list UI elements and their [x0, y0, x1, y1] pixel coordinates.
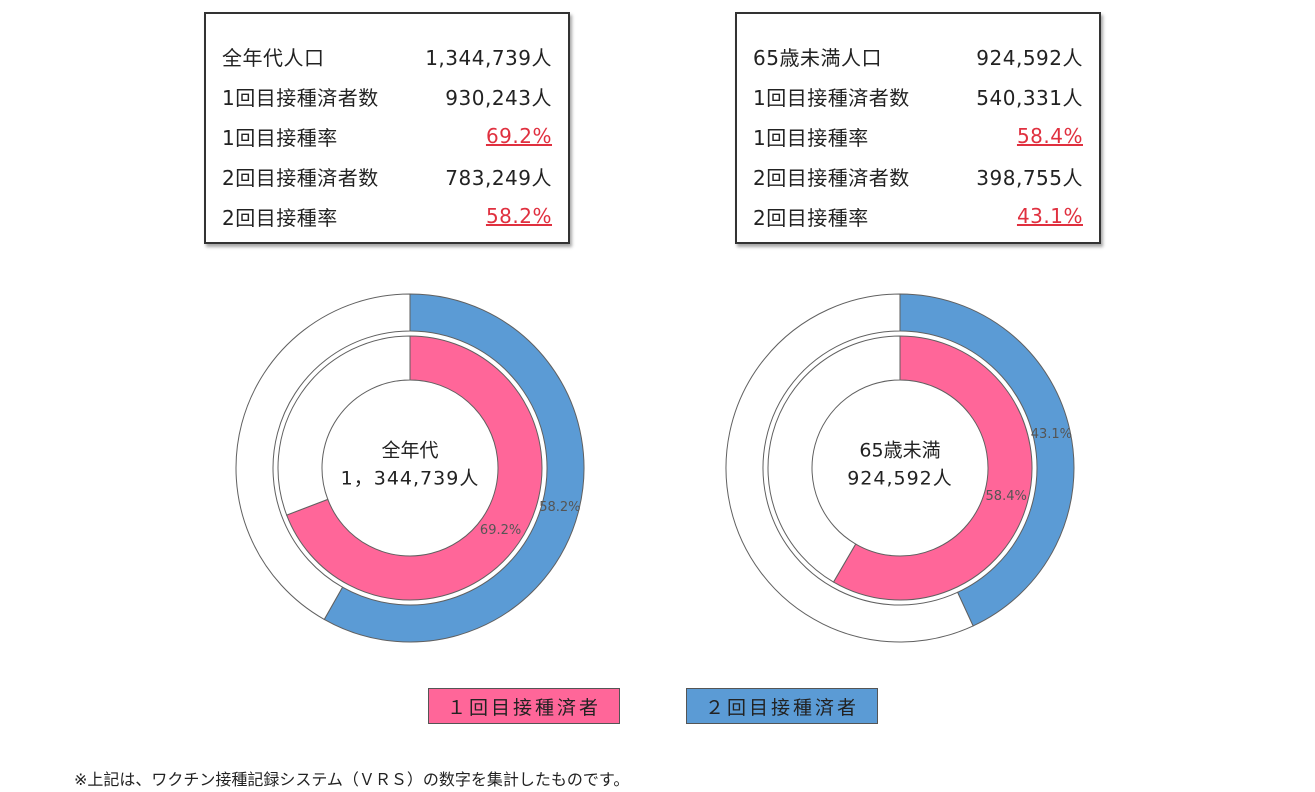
stat-row-first-dose-count: 1回目接種済者数 930,243人	[222, 76, 552, 116]
stat-row-second-dose-count: 2回目接種済者数 398,755人	[753, 156, 1083, 196]
stat-row-second-dose-count: 2回目接種済者数 783,249人	[222, 156, 552, 196]
outer-ring-data-label: 58.2%	[539, 500, 580, 515]
stat-value: 540,331人	[976, 85, 1083, 110]
center-label-population: 1，344,739人	[341, 468, 480, 490]
stat-label: 2回目接種率	[222, 205, 338, 230]
center-label-population: 924,592人	[847, 468, 953, 490]
stat-value: 398,755人	[976, 165, 1083, 190]
inner-ring-remaining-slice	[767, 335, 901, 583]
stat-label: 2回目接種率	[753, 205, 869, 230]
stat-label: 1回目接種率	[222, 125, 338, 150]
center-label-title: 全年代	[381, 440, 438, 462]
legend-label: ２回目接種済者	[704, 696, 859, 719]
stat-label: 1回目接種率	[753, 125, 869, 150]
stat-value: 1,344,739人	[425, 45, 552, 70]
stat-rate-value: 69.2%	[485, 124, 552, 148]
donut-chart-under-65: 43.1% 58.4% 65歳未満 924,592人	[725, 293, 1075, 643]
center-label-title: 65歳未満	[859, 440, 940, 462]
outer-ring-filled-slice	[323, 293, 585, 643]
legend-item-second-dose: ２回目接種済者	[686, 688, 878, 724]
stat-row-first-dose-rate: 1回目接種率 58.4%	[753, 116, 1083, 156]
stat-box-all-ages: 全年代人口 1,344,739人 1回目接種済者数 930,243人 1回目接種…	[204, 12, 570, 244]
inner-ring-data-label: 69.2%	[480, 523, 521, 538]
inner-ring-filled-slice	[832, 335, 1033, 601]
outer-ring-remaining-slice	[235, 293, 411, 621]
outer-ring-data-label: 43.1%	[1031, 427, 1072, 442]
legend-label: １回目接種済者	[446, 696, 601, 719]
stat-rate-value: 58.2%	[485, 204, 552, 228]
inner-ring-filled-slice	[286, 335, 543, 601]
stat-label: 1回目接種済者数	[753, 85, 910, 110]
legend-item-first-dose: １回目接種済者	[428, 688, 620, 724]
stat-row-population: 全年代人口 1,344,739人	[222, 36, 552, 76]
stat-row-population: 65歳未満人口 924,592人	[753, 36, 1083, 76]
stat-label: 2回目接種済者数	[753, 165, 910, 190]
stat-rate-value: 58.4%	[1016, 124, 1083, 148]
stat-row-second-dose-rate: 2回目接種率 58.2%	[222, 196, 552, 236]
stat-value: 930,243人	[445, 85, 552, 110]
stat-rate-value: 43.1%	[1016, 204, 1083, 228]
stat-label: 2回目接種済者数	[222, 165, 379, 190]
outer-ring-remaining-slice	[725, 293, 974, 643]
stat-row-first-dose-rate: 1回目接種率 69.2%	[222, 116, 552, 156]
footnote: ※上記は、ワクチン接種記録システム（ＶＲＳ）の数字を集計したものです。	[74, 770, 630, 789]
stat-row-second-dose-rate: 2回目接種率 43.1%	[753, 196, 1083, 236]
stat-label: 1回目接種済者数	[222, 85, 379, 110]
donut-chart-all-ages: 58.2% 69.2% 全年代 1，344,739人	[235, 293, 585, 643]
inner-ring-remaining-slice	[277, 335, 411, 516]
stat-label: 全年代人口	[222, 45, 325, 70]
stat-value: 783,249人	[445, 165, 552, 190]
stat-box-under-65: 65歳未満人口 924,592人 1回目接種済者数 540,331人 1回目接種…	[735, 12, 1101, 244]
stat-value: 924,592人	[976, 45, 1083, 70]
stat-row-first-dose-count: 1回目接種済者数 540,331人	[753, 76, 1083, 116]
stat-label: 65歳未満人口	[753, 45, 882, 70]
inner-ring-data-label: 58.4%	[986, 489, 1027, 504]
